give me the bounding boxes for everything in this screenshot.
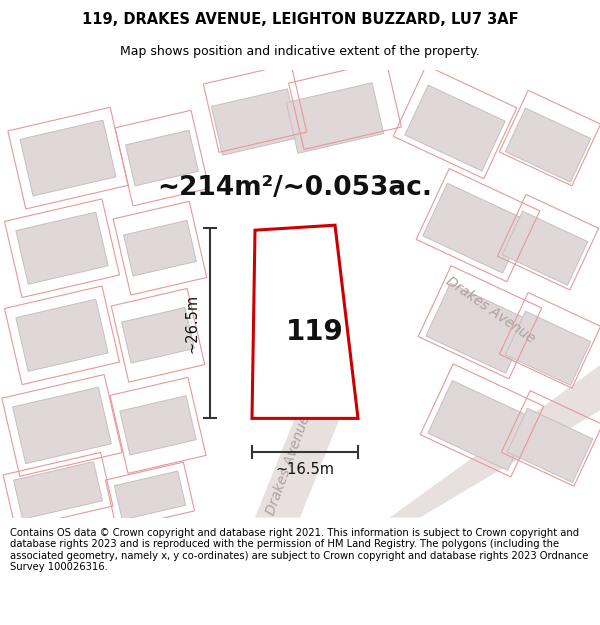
- Polygon shape: [16, 299, 108, 371]
- Polygon shape: [505, 311, 591, 386]
- Text: 119, DRAKES AVENUE, LEIGHTON BUZZARD, LU7 3AF: 119, DRAKES AVENUE, LEIGHTON BUZZARD, LU…: [82, 12, 518, 27]
- Polygon shape: [405, 85, 505, 171]
- Polygon shape: [390, 366, 600, 518]
- Text: Contains OS data © Crown copyright and database right 2021. This information is : Contains OS data © Crown copyright and d…: [10, 528, 589, 572]
- Polygon shape: [16, 212, 108, 284]
- Polygon shape: [505, 108, 591, 182]
- Polygon shape: [13, 388, 112, 464]
- Polygon shape: [115, 471, 185, 520]
- Polygon shape: [502, 211, 588, 285]
- Polygon shape: [255, 381, 355, 518]
- Polygon shape: [252, 225, 358, 418]
- Polygon shape: [120, 396, 196, 455]
- Polygon shape: [423, 183, 527, 273]
- Polygon shape: [124, 221, 196, 276]
- Polygon shape: [125, 130, 199, 186]
- Text: Map shows position and indicative extent of the property.: Map shows position and indicative extent…: [120, 45, 480, 58]
- Polygon shape: [507, 408, 593, 482]
- Polygon shape: [20, 120, 116, 196]
- Polygon shape: [211, 89, 299, 155]
- Text: ~16.5m: ~16.5m: [275, 462, 335, 477]
- Text: ~214m²/~0.053ac.: ~214m²/~0.053ac.: [157, 175, 433, 201]
- Text: 119: 119: [286, 318, 344, 346]
- Polygon shape: [14, 462, 103, 519]
- Polygon shape: [286, 82, 384, 153]
- Text: Drakes Avenue: Drakes Avenue: [263, 414, 313, 518]
- Polygon shape: [426, 283, 530, 373]
- Polygon shape: [428, 381, 532, 471]
- Text: ~26.5m: ~26.5m: [185, 294, 200, 353]
- Polygon shape: [122, 308, 194, 363]
- Text: Drakes Avenue: Drakes Avenue: [443, 274, 537, 346]
